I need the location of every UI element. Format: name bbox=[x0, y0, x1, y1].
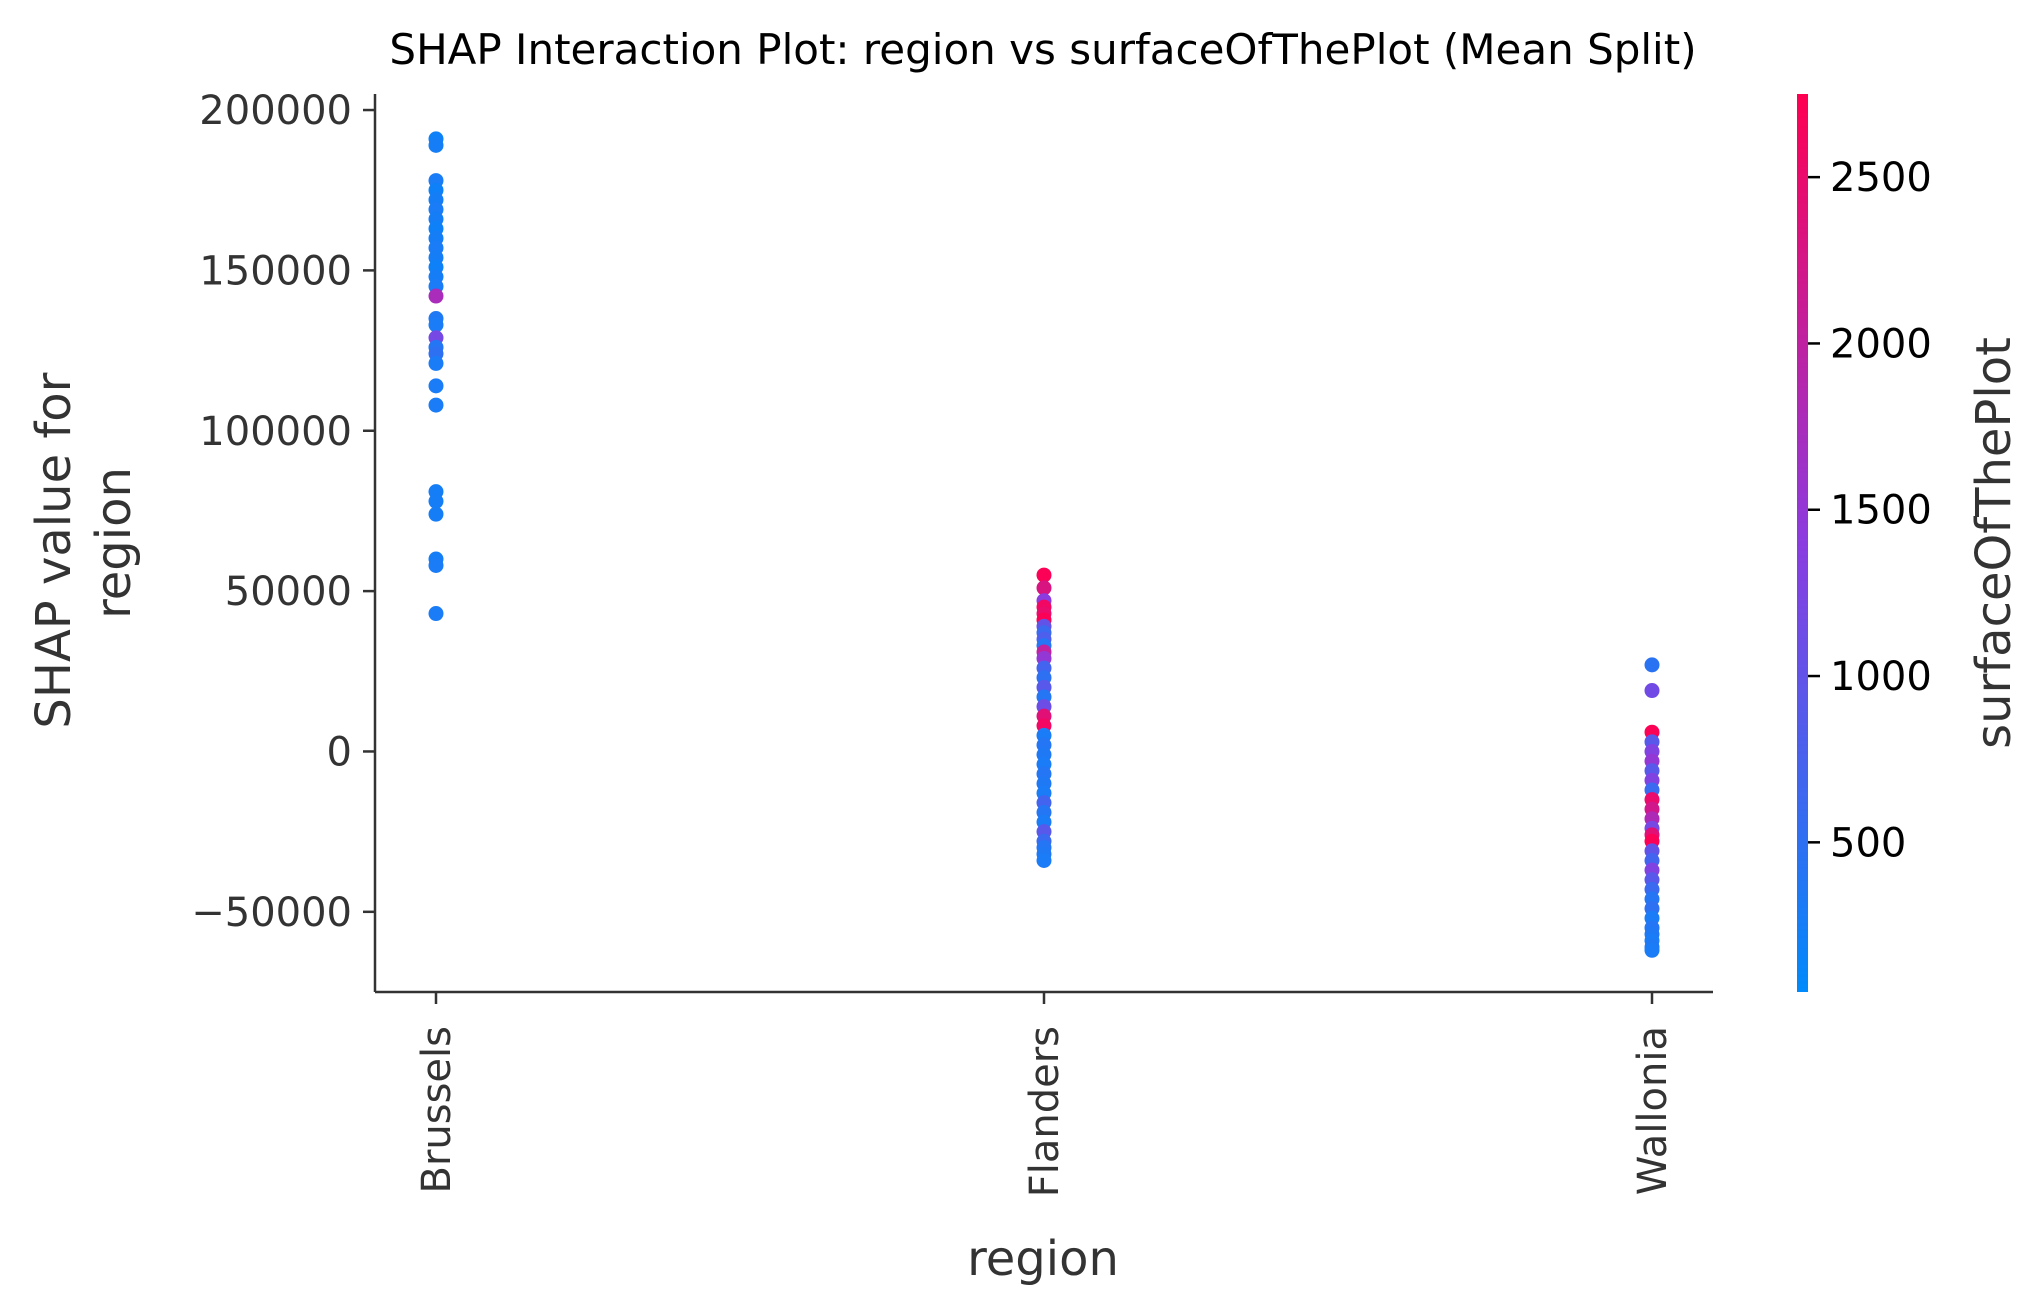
y-tick-label: −50000 bbox=[191, 890, 352, 936]
data-point bbox=[428, 288, 444, 304]
data-point bbox=[428, 137, 444, 153]
colorbar-gradient bbox=[1797, 94, 1808, 992]
data-point bbox=[1644, 657, 1660, 673]
y-tick-label: 100000 bbox=[199, 409, 352, 455]
colorbar-tick-label: 1000 bbox=[1830, 654, 1932, 700]
data-point bbox=[428, 506, 444, 522]
colorbar-label: surfaceOfThePlot bbox=[1966, 337, 2022, 749]
y-axis-label-line-2: region bbox=[86, 467, 142, 619]
x-tick-label: Flanders bbox=[1022, 1026, 1068, 1197]
colorbar-ticks: 500 1000 1500 2000 2500 bbox=[1808, 155, 1932, 866]
colorbar-tick-label: 2000 bbox=[1830, 321, 1932, 367]
x-axis-label: region bbox=[967, 1231, 1119, 1287]
y-tick-label: 150000 bbox=[199, 248, 352, 294]
data-point bbox=[428, 378, 444, 394]
scatter-points bbox=[428, 131, 1660, 958]
data-point bbox=[428, 355, 444, 371]
colorbar-tick-label: 2500 bbox=[1830, 155, 1932, 201]
plot-area: −50000 0 50000 100000 150000 200000 Brussels F… bbox=[191, 88, 1713, 1197]
colorbar-tick-label: 500 bbox=[1830, 820, 1906, 866]
data-point bbox=[1036, 567, 1052, 583]
y-axis-label-line-1: SHAP value for bbox=[26, 372, 82, 728]
y-ticks: −50000 0 50000 100000 150000 200000 bbox=[191, 88, 375, 936]
data-point bbox=[1036, 853, 1052, 869]
x-ticks: Brussels Flanders Wallonia bbox=[414, 992, 1676, 1197]
data-point bbox=[428, 317, 444, 333]
data-point bbox=[428, 493, 444, 509]
data-point bbox=[428, 606, 444, 622]
chart-title: SHAP Interaction Plot: region vs surface… bbox=[389, 25, 1696, 74]
data-point bbox=[1644, 683, 1660, 699]
data-point bbox=[1036, 580, 1052, 596]
x-tick-label: Brussels bbox=[414, 1026, 460, 1193]
x-tick-label: Wallonia bbox=[1630, 1026, 1676, 1195]
y-tick-label: 50000 bbox=[225, 569, 352, 615]
colorbar-tick-label: 1500 bbox=[1830, 488, 1932, 534]
colorbar: 500 1000 1500 2000 2500 surfaceOfThePlot bbox=[1797, 94, 2022, 992]
data-point bbox=[428, 397, 444, 413]
data-point bbox=[428, 557, 444, 573]
y-axis-label: SHAP value for region bbox=[26, 357, 142, 728]
data-point bbox=[1644, 942, 1660, 958]
y-tick-label: 200000 bbox=[199, 88, 352, 134]
y-tick-label: 0 bbox=[327, 729, 352, 775]
